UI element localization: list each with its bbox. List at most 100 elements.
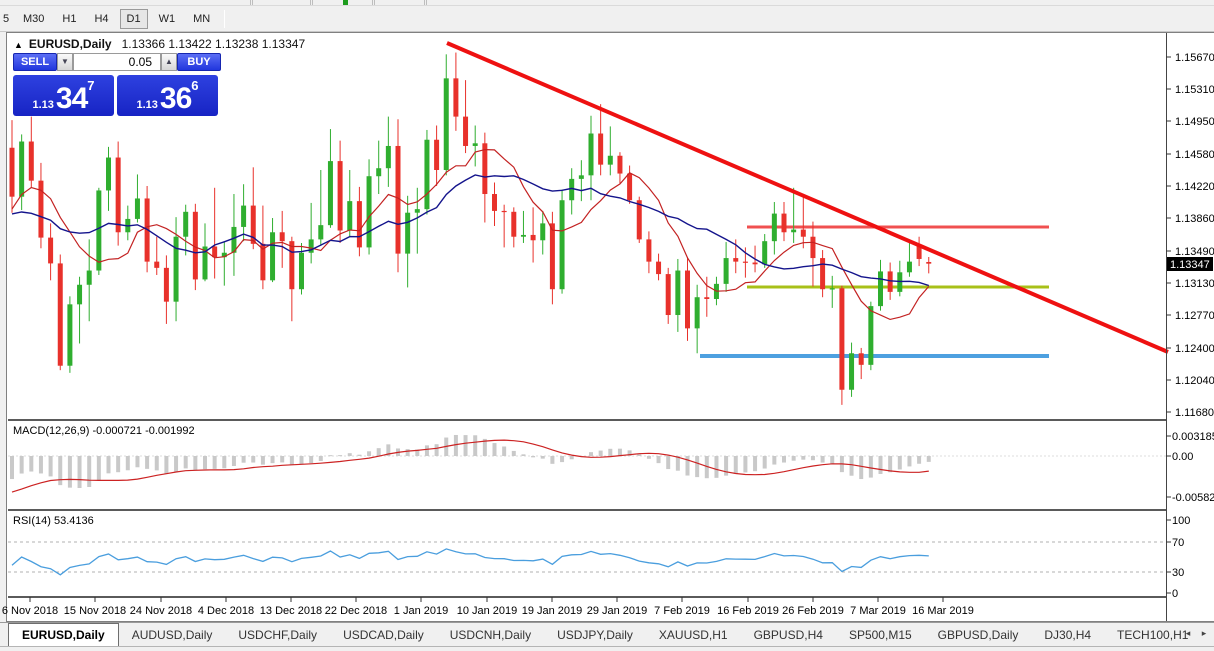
sell-button[interactable]: SELL <box>13 53 57 71</box>
svg-text:1.15670: 1.15670 <box>1175 52 1214 64</box>
sell-price-box[interactable]: 1.13 34 7 <box>13 75 114 116</box>
timeframe-toolbar: 5 M30 H1 H4 D1 W1 MN <box>0 6 1214 32</box>
chart-ohlc-values: 1.13366 1.13422 1.13238 1.13347 <box>121 37 306 51</box>
candle-body <box>849 353 855 390</box>
timeframe-button-D1[interactable]: D1 <box>119 8 148 29</box>
candle-body <box>530 234 536 241</box>
candle-body <box>38 180 44 238</box>
chart-tab-eurusd-daily[interactable]: EURUSD,Daily <box>8 623 119 646</box>
candle-body <box>906 261 912 273</box>
candle-body <box>221 252 227 258</box>
timeframe-button-H4[interactable]: H4 <box>94 12 109 25</box>
candle-body <box>414 209 420 213</box>
toolbar-separator <box>424 0 425 5</box>
timeframe-button-W1[interactable]: W1 <box>158 12 176 25</box>
candle-body <box>443 78 449 170</box>
svg-text:22 Dec 2018: 22 Dec 2018 <box>325 605 387 617</box>
candle-body <box>646 239 652 262</box>
candle-body <box>86 270 92 285</box>
chart-tab-usdcad-daily[interactable]: USDCAD,Daily <box>343 627 424 642</box>
chart-tab-gbpusd-h4[interactable]: GBPUSD,H4 <box>753 627 823 642</box>
svg-text:1.13490: 1.13490 <box>1175 246 1214 258</box>
toolbar-separator <box>252 0 253 5</box>
svg-text:1.14220: 1.14220 <box>1175 181 1214 193</box>
candle-body <box>77 284 83 305</box>
candle-body <box>742 261 748 263</box>
candle-body <box>781 213 787 233</box>
svg-text:100: 100 <box>1172 515 1190 527</box>
buy-price-sup: 6 <box>191 78 199 93</box>
candle-body <box>926 261 932 264</box>
candle-body <box>588 133 594 176</box>
candle-body <box>463 116 469 146</box>
svg-text:4 Dec 2018: 4 Dec 2018 <box>198 605 254 617</box>
svg-text:24 Nov 2018: 24 Nov 2018 <box>130 605 192 617</box>
macd-signal-line <box>11 439 929 493</box>
toolbar-separator <box>374 0 375 5</box>
candle-body <box>607 155 613 165</box>
candle-body <box>260 243 266 281</box>
candle-body <box>511 211 517 237</box>
chart-tab-tech100-h1[interactable]: TECH100,H1 <box>1117 627 1189 642</box>
svg-text:1.13130: 1.13130 <box>1175 278 1214 290</box>
svg-text:13 Dec 2018: 13 Dec 2018 <box>260 605 322 617</box>
candle-body <box>800 229 806 237</box>
chart-tab-dj30-h4[interactable]: DJ30,H4 <box>1044 627 1092 642</box>
tab-scroll-right-icon[interactable]: ▸ <box>1201 628 1207 638</box>
svg-text:70: 70 <box>1172 537 1184 549</box>
candle-body <box>665 274 671 316</box>
svg-text:1.14580: 1.14580 <box>1175 149 1214 161</box>
candle-body <box>192 211 198 280</box>
chart-tab-usdchf-daily[interactable]: USDCHF,Daily <box>238 627 318 642</box>
candle-body <box>163 267 169 302</box>
chart-tab-sp500-m15[interactable]: SP500,M15 <box>848 627 912 642</box>
candle-body <box>395 145 401 254</box>
moving-average-line <box>11 174 930 287</box>
top-toolbar-remnant <box>0 0 1214 6</box>
timeframe-button-MN[interactable]: MN <box>193 12 211 25</box>
timeframe-button-H1[interactable]: H1 <box>62 12 77 25</box>
candle-body <box>405 212 411 254</box>
buy-price-big: 36 <box>159 82 192 115</box>
candle-body <box>202 246 208 280</box>
toolbar-separator <box>426 0 427 5</box>
tab-scroll-left-icon[interactable]: ◂ <box>1185 628 1191 638</box>
volume-input[interactable]: 0.05 <box>73 53 161 71</box>
candle-body <box>540 223 546 241</box>
toolbar-separator <box>312 0 313 5</box>
sell-price-big: 34 <box>55 82 88 115</box>
candle-body <box>617 155 623 174</box>
buy-price-box[interactable]: 1.13 36 6 <box>117 75 218 116</box>
candle-body <box>549 223 555 290</box>
timeframe-button-5[interactable]: 5 <box>3 12 10 25</box>
svg-text:7 Mar 2019: 7 Mar 2019 <box>850 605 906 617</box>
timeframe-button-M30[interactable]: M30 <box>23 12 45 25</box>
volume-decrease-button[interactable]: ▼ <box>57 53 73 71</box>
candle-body <box>492 194 497 211</box>
chart-tab-audusd-daily[interactable]: AUDUSD,Daily <box>131 627 213 642</box>
candle-body <box>327 161 333 226</box>
chart-tab-gbpusd-daily[interactable]: GBPUSD,Daily <box>937 627 1019 642</box>
chart-tab-xauusd-h1[interactable]: XAUUSD,H1 <box>658 627 728 642</box>
candle-body <box>685 270 690 329</box>
candle-body <box>183 211 189 237</box>
svg-text:1.14950: 1.14950 <box>1175 116 1214 128</box>
chart-tab-usdjpy-daily[interactable]: USDJPY,Daily <box>557 627 633 642</box>
candle-body <box>829 288 835 290</box>
trendline <box>446 41 1169 354</box>
svg-text:16 Mar 2019: 16 Mar 2019 <box>912 605 974 617</box>
buy-button[interactable]: BUY <box>177 53 221 71</box>
candle-body <box>704 297 710 299</box>
collapse-icon[interactable]: ▲ <box>14 40 23 50</box>
chart-symbol-label: EURUSD,Daily <box>28 37 112 51</box>
candle-body <box>916 244 922 259</box>
candle-body <box>385 145 391 169</box>
toolbar-separator <box>224 9 226 28</box>
svg-text:-0.005827: -0.005827 <box>1172 492 1214 504</box>
rsi-label: RSI(14) 53.4136 <box>13 515 94 527</box>
chart-tab-usdcnh-daily[interactable]: USDCNH,Daily <box>449 627 532 642</box>
volume-increase-button[interactable]: ▲ <box>161 53 177 71</box>
candle-body <box>173 236 179 302</box>
candle-body <box>308 239 314 253</box>
